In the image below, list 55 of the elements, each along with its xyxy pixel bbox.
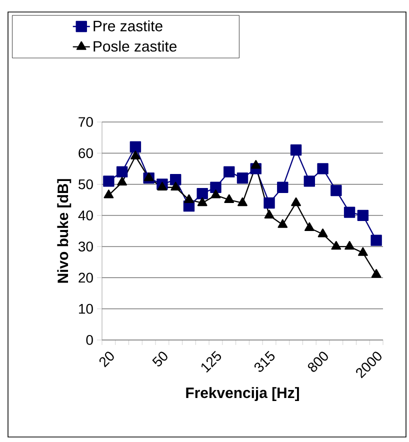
y-tick-label: 70: [78, 117, 93, 127]
x-tick-label: 125: [201, 350, 222, 373]
point: [371, 268, 382, 278]
y-axis-title: Nivo buke [dB]: [57, 179, 72, 283]
point: [210, 182, 222, 193]
x-tick-label: 50: [152, 352, 168, 366]
point: [236, 172, 248, 184]
point: [196, 188, 208, 200]
point: [331, 240, 342, 250]
point: [157, 182, 168, 190]
point: [264, 210, 274, 219]
point: [210, 190, 221, 198]
point: [117, 176, 127, 186]
point: [224, 194, 234, 203]
point: [103, 176, 114, 187]
y-tick-label: 30: [78, 242, 93, 252]
y-tick-label: 40: [78, 210, 93, 220]
point: [304, 176, 316, 187]
point: [357, 210, 369, 222]
point: [116, 166, 128, 178]
point: [277, 182, 288, 193]
y-tick-label: 0: [86, 335, 93, 345]
point: [170, 182, 181, 190]
point: [224, 166, 235, 178]
point: [197, 197, 208, 206]
point: [344, 240, 354, 250]
y-tick-label: 60: [78, 148, 93, 158]
point: [290, 144, 302, 156]
point: [358, 247, 368, 256]
point: [278, 219, 288, 228]
y-tick-label: 20: [78, 272, 93, 283]
y-tick-label: 10: [79, 304, 93, 314]
point: [318, 228, 328, 238]
legend-label: Posle zastite: [94, 40, 177, 52]
x-axis-title: Frekvencija [Hz]: [186, 387, 299, 402]
point: [184, 194, 194, 203]
point: [170, 174, 182, 186]
y-tick-label: 50: [78, 179, 93, 190]
point: [344, 206, 356, 218]
point: [317, 163, 328, 174]
point: [330, 184, 342, 196]
x-tick-label: 315: [254, 350, 275, 372]
x-tick-label: 800: [308, 352, 328, 372]
point: [238, 197, 248, 206]
point: [264, 197, 275, 209]
point: [250, 160, 261, 169]
point: [304, 222, 314, 231]
point: [104, 190, 114, 198]
point: [291, 197, 301, 206]
point: [130, 150, 140, 160]
point: [130, 141, 142, 153]
legend-label: Pre zastite: [94, 20, 162, 32]
point: [144, 172, 154, 182]
point: [370, 234, 382, 246]
x-tick-label: 20: [99, 352, 114, 368]
